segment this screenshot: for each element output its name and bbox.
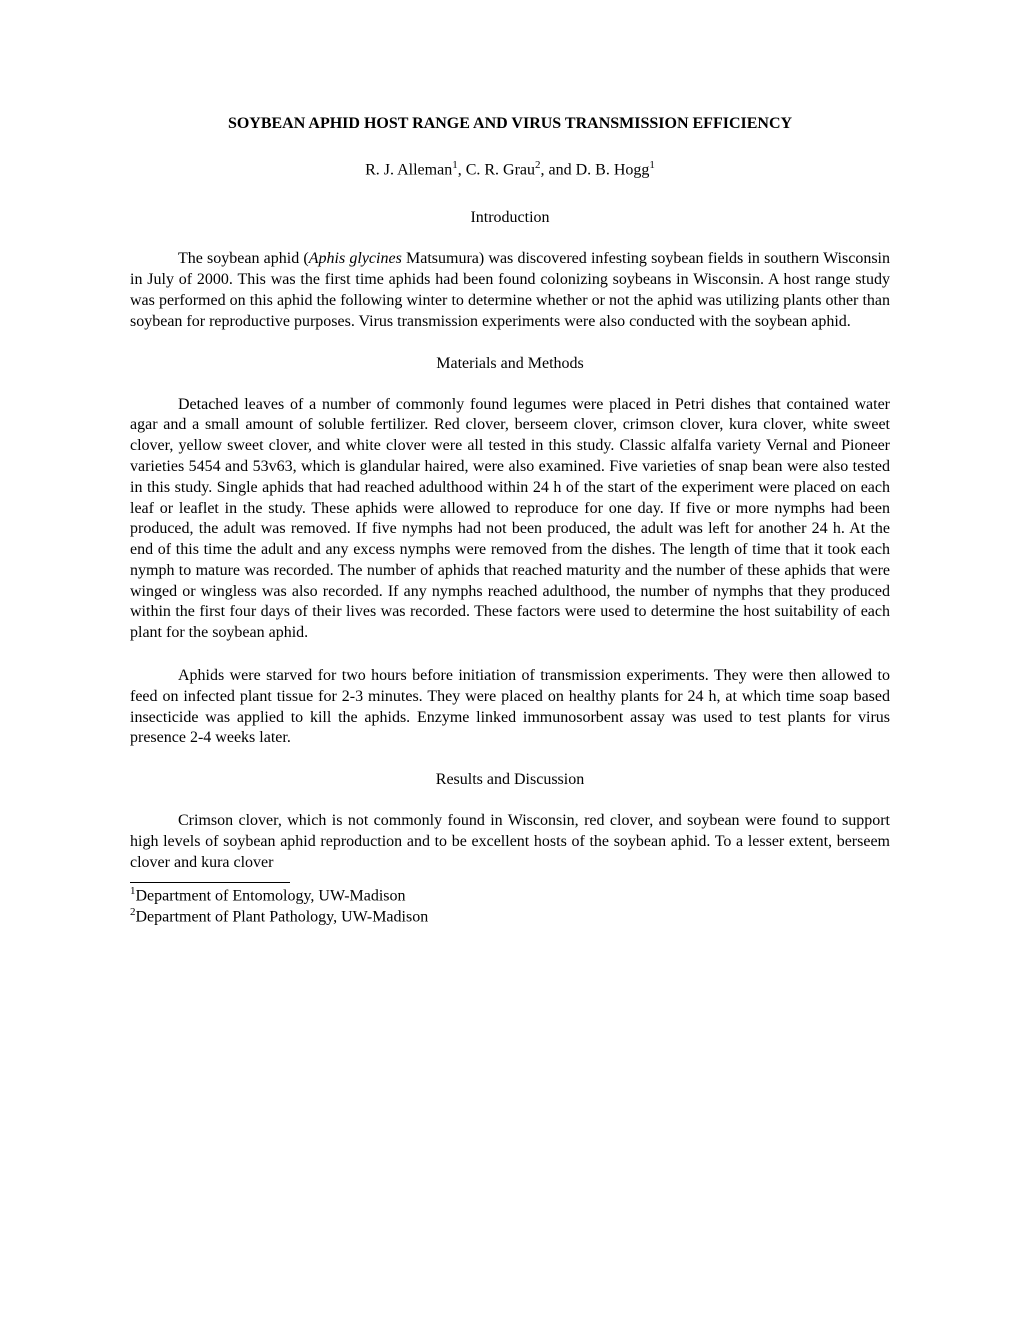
section-heading-results: Results and Discussion xyxy=(130,771,890,789)
paragraph-materials-2: Aphids were starved for two hours before… xyxy=(130,666,890,749)
footnote-1: 1Department of Entomology, UW-Madison xyxy=(130,885,890,906)
author-line: R. J. Alleman1, C. R. Grau2, and D. B. H… xyxy=(130,159,890,179)
page-title: SOYBEAN APHID HOST RANGE AND VIRUS TRANS… xyxy=(130,115,890,133)
section-heading-introduction: Introduction xyxy=(130,209,890,227)
footnote-2: 2Department of Plant Pathology, UW-Madis… xyxy=(130,906,890,927)
footnote-divider xyxy=(130,882,290,883)
paragraph-results-1: Crimson clover, which is not commonly fo… xyxy=(130,811,890,873)
paragraph-introduction-1: The soybean aphid (Aphis glycines Matsum… xyxy=(130,249,890,332)
section-heading-materials: Materials and Methods xyxy=(130,355,890,373)
paragraph-materials-1: Detached leaves of a number of commonly … xyxy=(130,395,890,645)
